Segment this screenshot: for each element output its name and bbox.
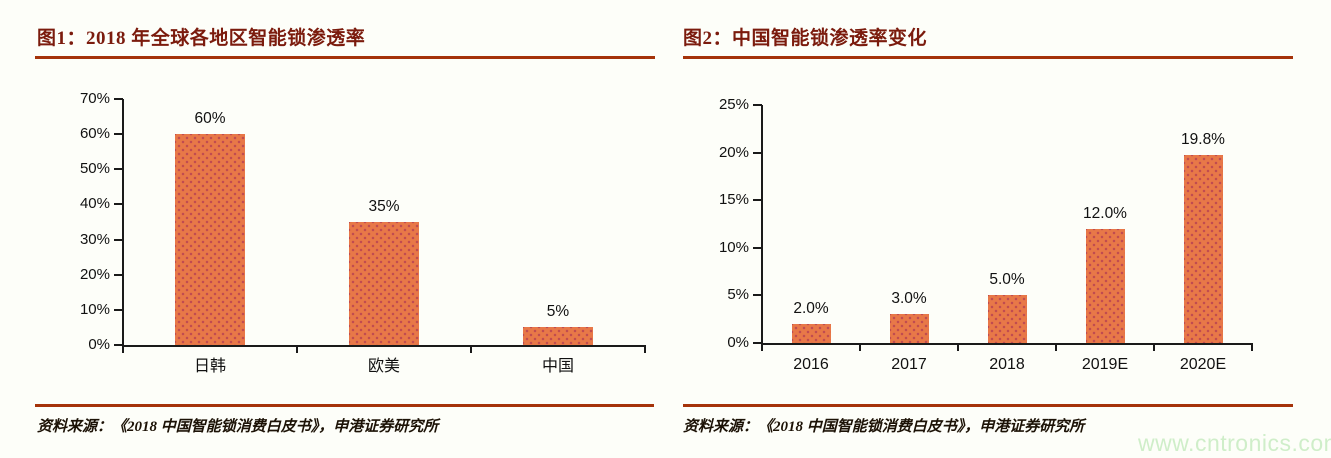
bar [988,295,1027,343]
y-tick-label: 70% [79,90,110,107]
y-tick [753,342,762,344]
y-tick [114,308,123,311]
figure2-bottom-rule [683,404,1293,407]
bar-value-label: 2.0% [793,300,829,317]
y-tick [114,168,123,171]
y-tick-label: 50% [79,160,110,178]
y-tick-label: 20% [718,143,749,161]
x-tick [1055,345,1057,351]
x-tick [122,347,124,353]
y-tick-label: 30% [79,230,110,248]
y-tick [753,294,762,297]
category-label: 欧美 [367,358,400,375]
category-label: 2017 [891,356,927,373]
y-tick [114,203,123,206]
x-tick [644,347,646,353]
y-tick-label: 10% [718,238,749,256]
figure1-source-note: 资料来源：《2018 中国智能锁消费白皮书》，申港证券研究所 [37,419,439,435]
bar-value-label: 5.0% [989,271,1025,288]
y-tick [114,344,123,346]
y-tick [114,238,123,241]
y-tick [753,104,762,106]
y-tick [753,246,762,249]
bar [175,134,245,345]
x-tick [470,347,472,353]
figure2-source-note: 资料来源：《2018 中国智能锁消费白皮书》，申港证券研究所 [683,419,1085,435]
figure1-bottom-rule [35,404,654,407]
y-tick [114,133,123,136]
bar [890,314,929,343]
y-tick [114,273,123,276]
bar [523,327,593,345]
bar-value-label: 5% [546,303,570,320]
y-tick-label: 40% [79,195,110,213]
watermark-text: www.cntronics.com [1138,430,1331,456]
y-tick-label: 25% [718,96,749,113]
bar [1184,155,1223,343]
y-tick-label: 60% [79,125,110,143]
bar [792,324,831,343]
bar-value-label: 19.8% [1181,131,1225,148]
bar-value-label: 12.0% [1083,205,1127,222]
y-axis [761,105,763,345]
x-axis [122,345,646,347]
category-label: 2019E [1081,356,1129,373]
category-label: 2018 [989,356,1025,373]
y-tick [114,98,123,100]
figure2-title: 图2：中国智能锁渗透率变化 [683,28,928,49]
category-label: 2020E [1179,356,1227,373]
y-tick-label: 15% [718,191,749,209]
x-tick [859,345,861,351]
bar-value-label: 35% [368,198,400,215]
x-tick [1251,345,1253,351]
figure1-title: 图1：2018 年全球各地区智能锁渗透率 [37,28,366,49]
figure2-title-rule [683,56,1293,59]
y-axis [122,99,124,347]
category-label: 2016 [793,356,829,373]
category-label: 日韩 [193,358,226,375]
category-label: 中国 [541,358,574,375]
y-tick-label: 10% [79,300,110,318]
bar-value-label: 3.0% [891,290,927,307]
figure1-title-rule [35,56,655,59]
x-axis [761,343,1253,345]
x-tick [296,347,298,353]
y-tick-label: 0% [727,334,749,351]
bar [1086,229,1125,343]
bar [349,222,419,345]
x-tick [1153,345,1155,351]
y-tick [753,199,762,202]
bar-value-label: 60% [194,110,226,127]
x-tick [761,345,763,351]
x-tick [957,345,959,351]
y-tick-label: 0% [88,336,110,353]
y-tick [753,151,762,154]
y-tick-label: 5% [727,286,749,304]
y-tick-label: 20% [79,265,110,283]
